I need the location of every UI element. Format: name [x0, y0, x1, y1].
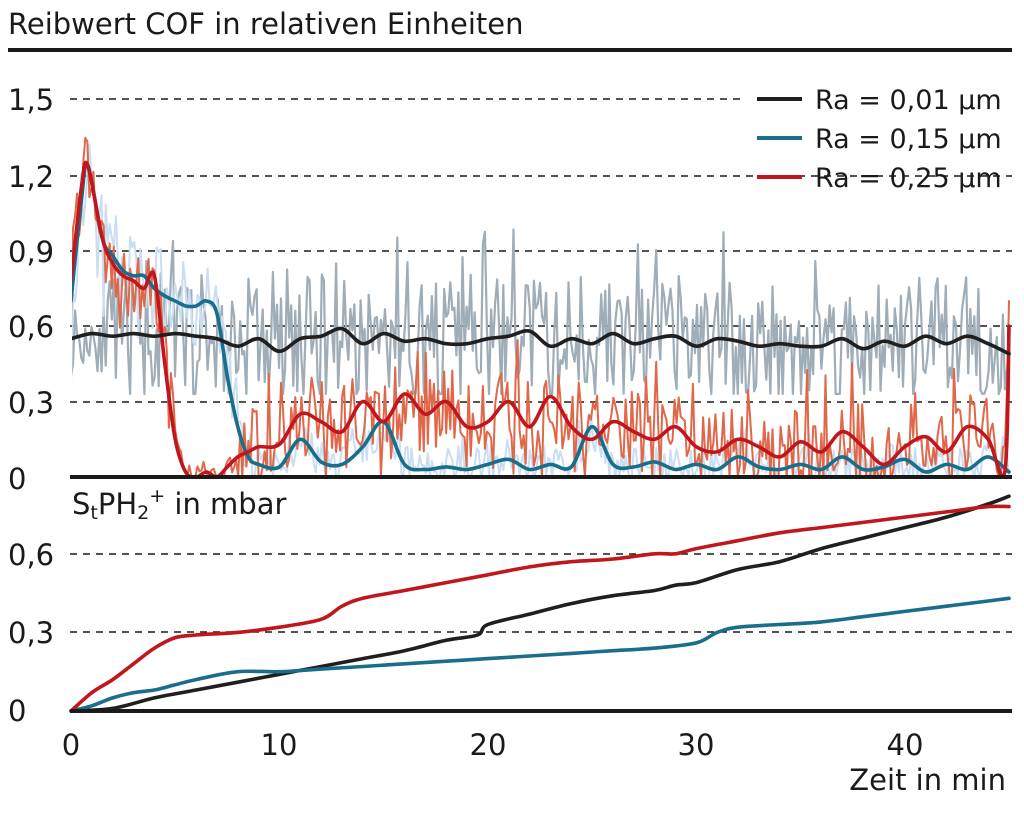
bottom-ytick-label: 0,3 — [8, 616, 54, 650]
legend-label: Ra = 0,01 µm — [815, 85, 1002, 116]
top-ytick-label: 0 — [8, 462, 26, 496]
xtick-label: 20 — [470, 728, 507, 762]
top-ytick-label: 1,2 — [8, 160, 54, 194]
pressure-line-1 — [69, 494, 1011, 713]
series-line-2 — [72, 162, 1011, 474]
noise-band-2 — [72, 143, 1010, 478]
xtick-label: 30 — [678, 728, 715, 762]
top-series-lines — [72, 160, 1011, 478]
title-subscript: 2 — [137, 502, 149, 524]
top-ytick-label: 0,9 — [8, 235, 54, 269]
series-line-3 — [72, 160, 1011, 478]
xtick-label: 40 — [887, 728, 924, 762]
bottom-y-axis: 0 0,3 0,6 — [8, 538, 54, 728]
legend: Ra = 0,01 µm Ra = 0,15 µm Ra = 0,25 µm — [757, 85, 1002, 194]
x-axis-ticks: 0 10 20 30 40 — [62, 728, 924, 762]
pressure-line-2 — [69, 596, 1011, 713]
x-axis-label: Zeit in min — [849, 763, 1006, 797]
top-ytick-label: 0,3 — [8, 386, 54, 420]
legend-label: Ra = 0,15 µm — [815, 124, 1002, 155]
noise-band-1 — [72, 228, 1011, 396]
title-part: PH — [98, 487, 137, 521]
xtick-label: 10 — [261, 728, 298, 762]
bottom-chart-title: StPH2+ in mbar — [72, 485, 286, 524]
legend-item: Ra = 0,01 µm — [757, 85, 1002, 116]
legend-item: Ra = 0,25 µm — [757, 163, 1002, 194]
legend-label: Ra = 0,25 µm — [815, 163, 1002, 194]
top-chart-title: Reibwert COF in relativen Einheiten — [8, 7, 523, 41]
top-grid — [70, 98, 1012, 403]
pressure-line-3 — [69, 504, 1011, 713]
bottom-series-lines — [69, 494, 1011, 713]
top-y-axis: 0 0,3 0,6 0,9 1,2 1,5 — [8, 83, 54, 496]
title-subscript: t — [90, 502, 97, 524]
title-part: in mbar — [165, 487, 286, 521]
top-ytick-label: 0,6 — [8, 310, 54, 344]
top-ytick-label: 1,5 — [8, 83, 54, 117]
title-part: S — [72, 487, 90, 521]
bottom-ytick-label: 0,6 — [8, 538, 54, 572]
noise-band-3 — [72, 136, 1010, 478]
bottom-ytick-label: 0 — [8, 694, 26, 728]
title-superscript: + — [149, 485, 165, 507]
xtick-label: 0 — [62, 728, 80, 762]
series-line-1 — [72, 326, 1011, 356]
legend-item: Ra = 0,15 µm — [757, 124, 1002, 155]
